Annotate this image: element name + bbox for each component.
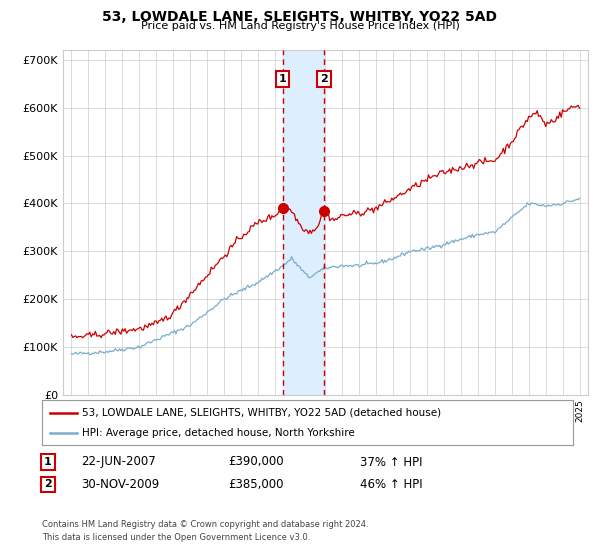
Bar: [283, 50, 324, 395]
Text: 2: 2: [320, 74, 328, 84]
Text: 53, LOWDALE LANE, SLEIGHTS, WHITBY, YO22 5AD (detached house): 53, LOWDALE LANE, SLEIGHTS, WHITBY, YO22…: [82, 408, 441, 418]
Text: 2: 2: [44, 479, 52, 489]
Text: 37% ↑ HPI: 37% ↑ HPI: [360, 455, 422, 469]
Text: Contains HM Land Registry data © Crown copyright and database right 2024.: Contains HM Land Registry data © Crown c…: [42, 520, 368, 529]
Text: 1: 1: [44, 457, 52, 467]
Text: £390,000: £390,000: [228, 455, 284, 469]
Text: This data is licensed under the Open Government Licence v3.0.: This data is licensed under the Open Gov…: [42, 533, 310, 542]
Text: £385,000: £385,000: [228, 478, 284, 491]
Text: 22-JUN-2007: 22-JUN-2007: [81, 455, 156, 469]
Text: 1: 1: [279, 74, 287, 84]
Text: 53, LOWDALE LANE, SLEIGHTS, WHITBY, YO22 5AD: 53, LOWDALE LANE, SLEIGHTS, WHITBY, YO22…: [103, 10, 497, 24]
Text: 30-NOV-2009: 30-NOV-2009: [81, 478, 159, 491]
Text: Price paid vs. HM Land Registry's House Price Index (HPI): Price paid vs. HM Land Registry's House …: [140, 21, 460, 31]
Text: 46% ↑ HPI: 46% ↑ HPI: [360, 478, 422, 491]
Text: HPI: Average price, detached house, North Yorkshire: HPI: Average price, detached house, Nort…: [82, 428, 355, 438]
